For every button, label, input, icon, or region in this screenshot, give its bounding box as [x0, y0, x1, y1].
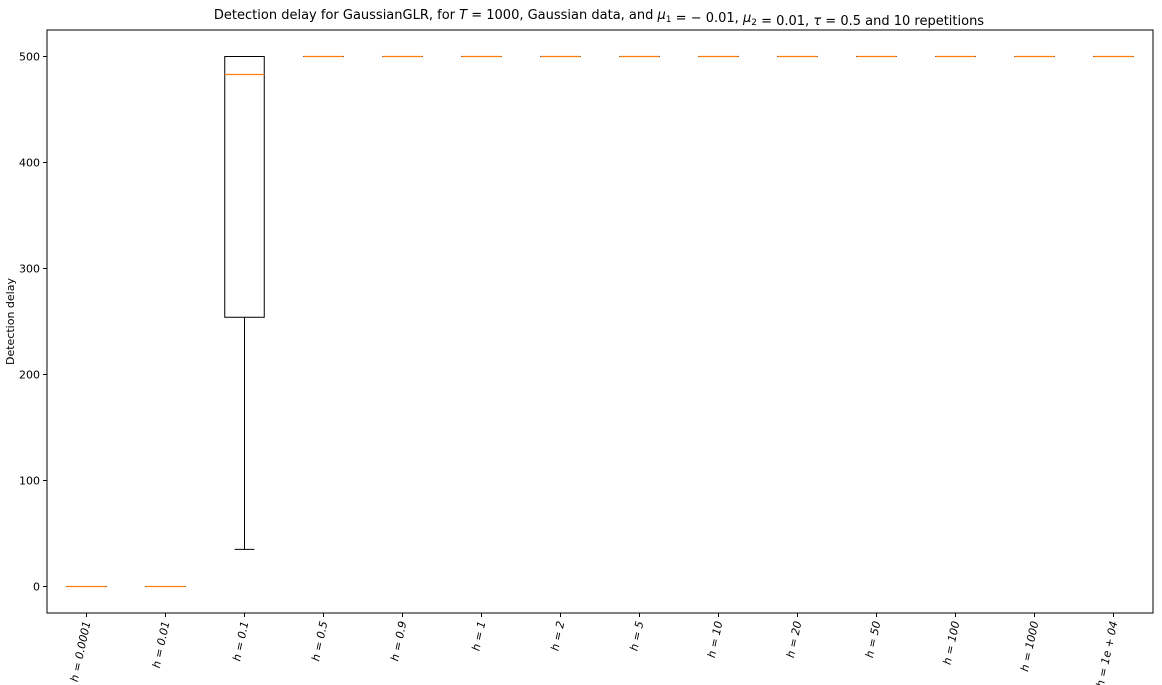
y-tick-label: 200	[19, 369, 40, 382]
box-3	[224, 56, 265, 550]
y-axis-label: Detection delay	[4, 278, 17, 365]
x-tick-label: h = 2	[548, 620, 567, 652]
y-tick-label: 100	[19, 475, 40, 488]
plot-area	[66, 55, 1134, 588]
y-tick-label: 300	[19, 263, 40, 276]
chart-title: Detection delay for GaussianGLR, for T =…	[214, 8, 984, 29]
y-tick-label: 400	[19, 157, 40, 170]
y-tick-label: 500	[19, 51, 40, 64]
axes-frame	[46, 29, 1154, 614]
box-body	[224, 56, 265, 318]
x-tick-label: h = 1	[469, 620, 488, 652]
y-tick-label: 0	[33, 581, 40, 594]
x-tick-label: h = 5	[627, 620, 646, 652]
y-axis: 0 100 200 300 400 500	[19, 51, 47, 594]
